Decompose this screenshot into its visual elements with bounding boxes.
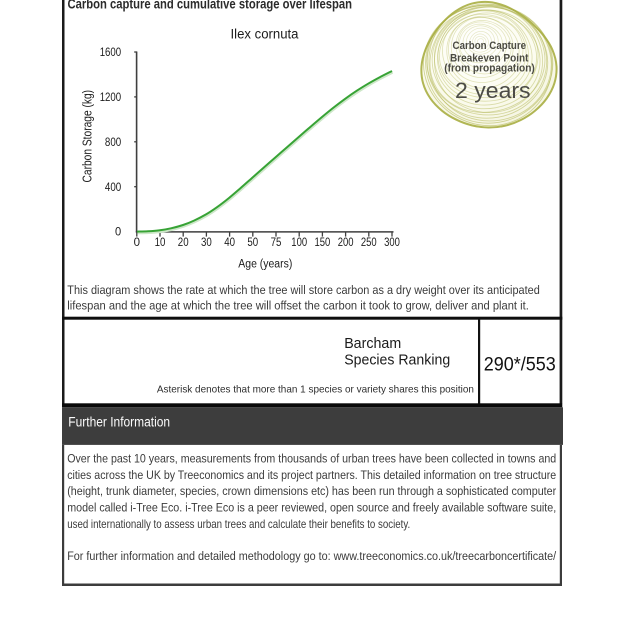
svg-text:10: 10 bbox=[155, 237, 166, 249]
svg-text:Over the past 10 years, measur: Over the past 10 years, measurements fro… bbox=[67, 451, 556, 465]
svg-text:250: 250 bbox=[361, 237, 377, 249]
svg-text:40: 40 bbox=[224, 237, 235, 249]
svg-text:200: 200 bbox=[338, 237, 354, 249]
svg-text:75: 75 bbox=[271, 237, 282, 249]
svg-text:This diagram shows the rate at: This diagram shows the rate at which the… bbox=[67, 283, 540, 297]
svg-text:30: 30 bbox=[201, 237, 212, 249]
svg-text:1200: 1200 bbox=[100, 92, 122, 104]
svg-text:Carbon Capture: Carbon Capture bbox=[453, 40, 527, 52]
svg-text:Carbon capture and cumulative: Carbon capture and cumulative storage ov… bbox=[68, 0, 353, 12]
svg-text:Breakeven Point: Breakeven Point bbox=[450, 52, 529, 64]
svg-text:cities across the UK by Treeco: cities across the UK by Treeconomics and… bbox=[67, 468, 556, 482]
svg-text:(height, trunk diameter, speci: (height, trunk diameter, species, crown … bbox=[67, 484, 556, 498]
svg-text:0: 0 bbox=[115, 227, 121, 239]
svg-text:Carbon Storage (kg): Carbon Storage (kg) bbox=[81, 90, 95, 183]
svg-text:800: 800 bbox=[105, 137, 121, 149]
svg-text:150: 150 bbox=[315, 237, 331, 249]
svg-text:290*/553: 290*/553 bbox=[484, 353, 556, 375]
svg-text:Ilex cornuta: Ilex cornuta bbox=[231, 27, 299, 42]
svg-text:Species Ranking: Species Ranking bbox=[344, 352, 450, 368]
svg-text:50: 50 bbox=[247, 237, 258, 249]
svg-text:400: 400 bbox=[105, 182, 121, 194]
svg-text:used internationally to assess: used internationally to assess urban tre… bbox=[67, 518, 410, 531]
svg-text:100: 100 bbox=[291, 237, 307, 249]
svg-text:20: 20 bbox=[178, 237, 189, 249]
svg-text:For further information and de: For further information and detailed met… bbox=[67, 549, 557, 563]
svg-text:0: 0 bbox=[134, 237, 140, 249]
svg-text:2 years: 2 years bbox=[455, 78, 531, 103]
svg-text:300: 300 bbox=[384, 237, 400, 249]
svg-text:Asterisk denotes that more tha: Asterisk denotes that more than 1 specie… bbox=[157, 384, 474, 395]
svg-text:1600: 1600 bbox=[100, 47, 122, 59]
svg-text:lifespan and the age at which: lifespan and the age at which the tree w… bbox=[67, 298, 529, 312]
svg-text:Age (years): Age (years) bbox=[238, 258, 292, 270]
svg-text:(from propagation): (from propagation) bbox=[444, 63, 535, 75]
svg-text:model called i-Tree Eco. i-Tre: model called i-Tree Eco. i-Tree Eco is a… bbox=[67, 500, 556, 514]
svg-text:Barcham: Barcham bbox=[344, 336, 401, 352]
svg-text:Further Information: Further Information bbox=[68, 414, 170, 430]
